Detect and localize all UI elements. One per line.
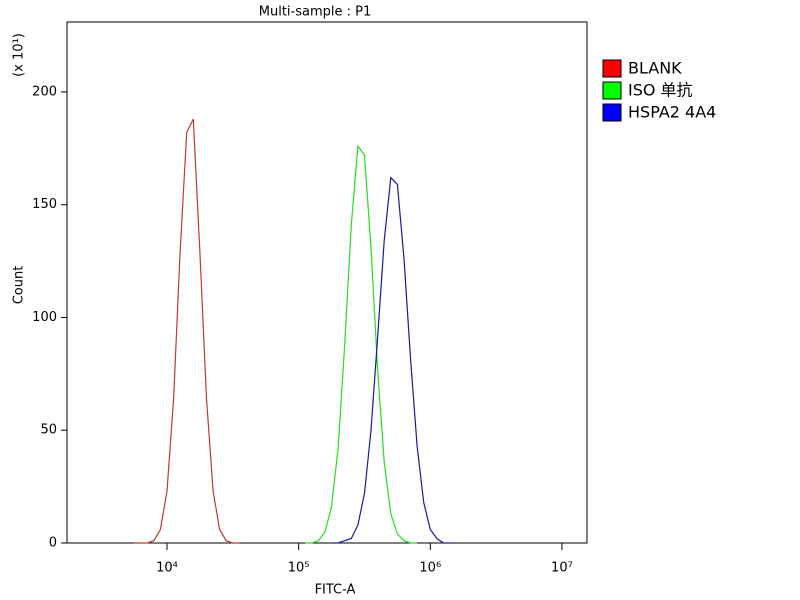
legend-swatch bbox=[602, 59, 622, 78]
y-tick-label: 100 bbox=[32, 310, 57, 325]
series-line bbox=[134, 118, 240, 544]
y-axis-annotation: (x 10¹) bbox=[12, 33, 27, 77]
chart-title: Multi-sample : P1 bbox=[259, 5, 372, 20]
legend-label: ISO 单抗 bbox=[628, 81, 693, 100]
legend-swatch bbox=[602, 81, 622, 100]
y-tick-label: 50 bbox=[40, 423, 57, 438]
legend-label: HSPA2 4A4 bbox=[628, 103, 716, 122]
y-tick-label: 0 bbox=[49, 536, 57, 551]
legend-label: BLANK bbox=[628, 59, 682, 78]
y-tick-label: 200 bbox=[32, 84, 57, 99]
x-tick-label: 10⁷ bbox=[551, 561, 573, 576]
x-tick-label: 10⁶ bbox=[419, 561, 441, 576]
x-tick-label: 10⁴ bbox=[156, 561, 178, 576]
y-axis-label: Count bbox=[12, 266, 27, 305]
y-tick-label: 150 bbox=[32, 197, 57, 212]
x-axis-label: FITC-A bbox=[315, 583, 356, 598]
series-line bbox=[331, 176, 450, 544]
x-tick-label: 10⁵ bbox=[288, 561, 310, 576]
plot-frame bbox=[66, 21, 588, 544]
series-line bbox=[305, 144, 418, 544]
legend-swatch bbox=[602, 103, 622, 122]
